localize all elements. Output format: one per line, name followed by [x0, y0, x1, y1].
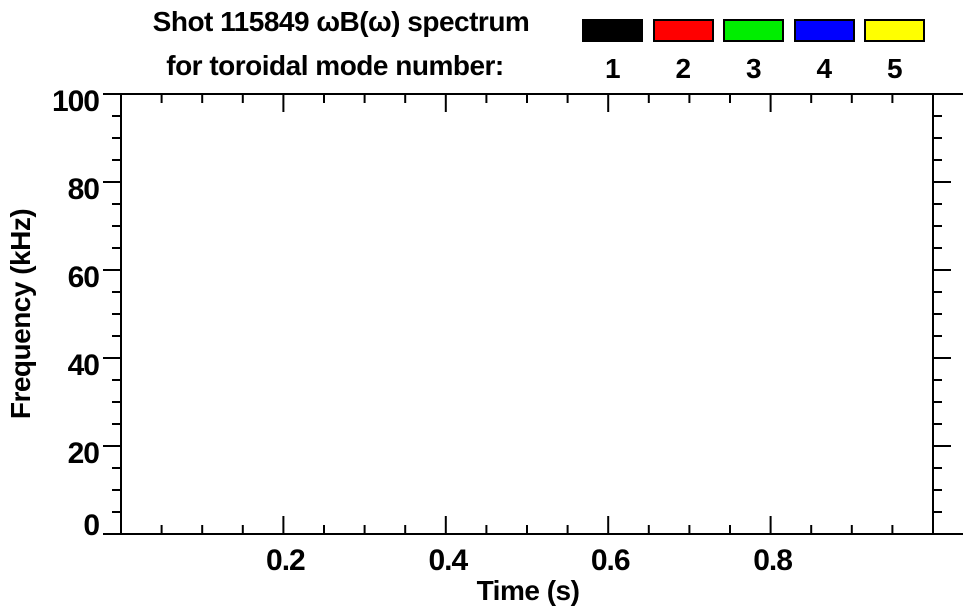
y-tick-label: 40	[68, 349, 100, 382]
y-tick-label: 60	[68, 261, 100, 294]
legend-swatch-4	[793, 19, 855, 42]
x-tick-label: 0.4	[428, 544, 468, 577]
x-tick-label: 0.6	[591, 544, 630, 577]
legend-label-2: 2	[675, 53, 691, 84]
y-tick-label: 80	[68, 173, 100, 206]
legend-label-1: 1	[604, 53, 621, 84]
legend-label-5: 5	[886, 53, 903, 84]
x-axis-title: Time (s)	[477, 575, 580, 606]
chart-title-line2: for toroidal mode number:	[166, 50, 504, 81]
legend-label-4: 4	[816, 53, 832, 84]
y-tick-label: 100	[52, 85, 99, 118]
legend-label-3: 3	[745, 53, 762, 84]
y-tick-label: 20	[68, 437, 100, 470]
legend-swatch-3	[723, 19, 784, 42]
legend-swatch-2	[652, 19, 714, 42]
x-tick-label: 0.8	[753, 544, 792, 577]
y-tick-label: 0	[83, 509, 99, 542]
legend: 1 2 3 4 5	[0, 0, 963, 90]
legend-swatch-1	[582, 19, 643, 42]
legend-swatch-5	[864, 19, 925, 42]
y-axis-title: Frequency (kHz)	[5, 209, 36, 419]
chart-title-line1: Shot 115849 ωB(ω) spectrum	[152, 6, 530, 37]
x-tick-label: 0.2	[266, 544, 305, 577]
plot-axes: 0 20 40 60 80 100 0.2 0.4 0.6 0.8	[52, 85, 963, 577]
